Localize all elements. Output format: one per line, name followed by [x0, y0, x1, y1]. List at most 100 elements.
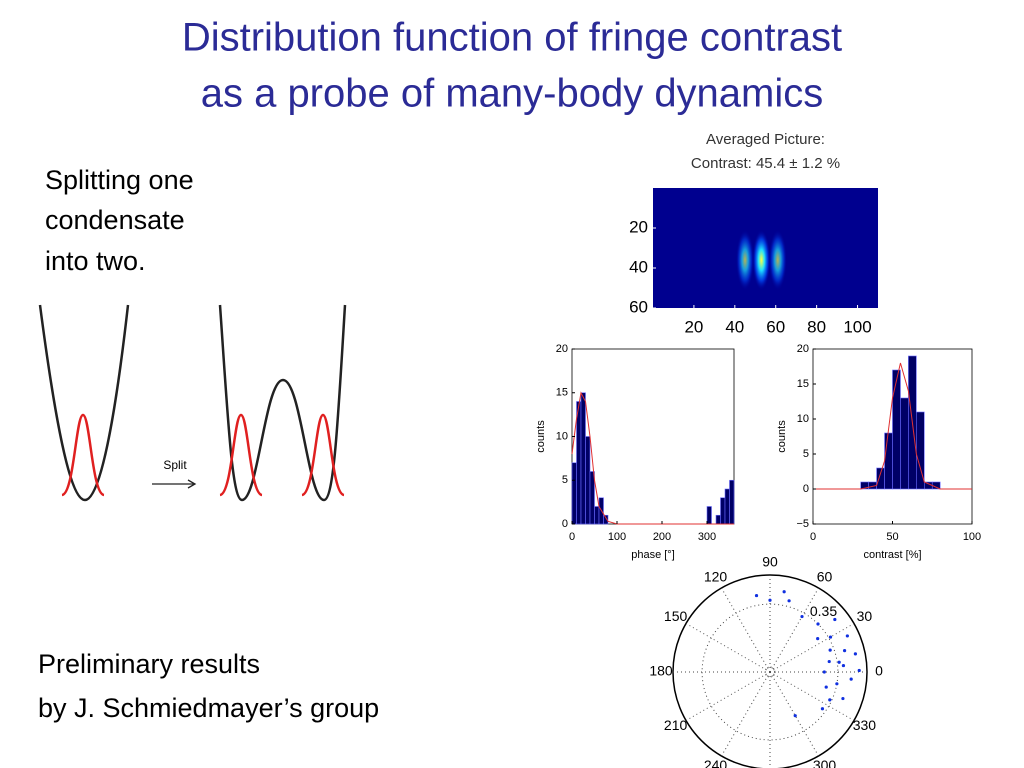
title-line: as a probe of many-body dynamics — [201, 72, 824, 116]
point — [787, 599, 791, 603]
left-wavepacket — [219, 413, 263, 497]
y-tick-label: 10 — [797, 413, 809, 425]
angle-label: 120 — [704, 568, 728, 584]
x-axis-label: phase [°] — [631, 549, 675, 561]
bar — [594, 506, 600, 525]
point — [841, 663, 846, 668]
angle-label: 180 — [649, 663, 673, 679]
bar — [729, 479, 735, 525]
y-tick-label: 0 — [803, 483, 809, 495]
spoke — [769, 623, 855, 673]
y-tick-label: 5 — [562, 474, 568, 486]
x-tick-label: 300 — [698, 531, 716, 543]
angle-label: 150 — [664, 608, 688, 624]
y-tick-label: 15 — [797, 378, 809, 390]
fit-curve — [571, 391, 734, 525]
bar — [571, 462, 577, 525]
point — [816, 637, 820, 641]
angle-label: 210 — [664, 717, 688, 733]
spoke — [685, 623, 771, 673]
angle-label: 60 — [817, 568, 833, 584]
y-tick-label: −5 — [796, 518, 809, 530]
angle-label: 90 — [762, 554, 778, 570]
bar — [706, 506, 712, 525]
splitting-diagram — [38, 304, 347, 502]
point — [857, 668, 861, 673]
intro-line: Splitting one — [45, 165, 194, 195]
spoke — [721, 671, 771, 757]
spoke — [685, 671, 771, 721]
x-tick-label: 100 — [843, 317, 871, 336]
y-tick-label: 15 — [556, 387, 568, 399]
x-tick-label: 20 — [684, 317, 703, 336]
x-axis-label: contrast [%] — [863, 549, 921, 561]
angle-label: 300 — [813, 757, 837, 768]
y-tick-label: 40 — [629, 257, 648, 276]
point — [828, 648, 832, 652]
angle-label: 330 — [853, 717, 877, 733]
angle-label: 240 — [704, 757, 728, 768]
bar — [589, 471, 595, 525]
credit-line: by J. Schmiedmayer’s group — [38, 693, 379, 723]
y-tick-label: 5 — [803, 448, 809, 460]
point — [828, 635, 833, 639]
fringe — [768, 230, 787, 290]
spoke — [769, 671, 819, 757]
y-tick-label: 10 — [556, 430, 568, 442]
point — [837, 660, 841, 664]
angle-label: 0 — [875, 663, 883, 679]
point — [793, 714, 797, 718]
arrow-head — [187, 479, 197, 489]
intro-line: into two. — [45, 246, 146, 276]
spoke — [769, 671, 855, 721]
x-tick-label: 60 — [766, 317, 785, 336]
intro-line: condensate — [45, 205, 185, 235]
y-tick-label: 0 — [562, 518, 568, 530]
point — [754, 593, 759, 598]
point — [782, 590, 786, 594]
radius-label: 0.35 — [810, 603, 837, 619]
bar — [715, 514, 721, 525]
x-tick-label: 100 — [608, 531, 626, 543]
y-tick-label: 20 — [556, 343, 568, 355]
fit-curve — [813, 362, 972, 490]
point — [841, 696, 845, 701]
chart-title: Contrast: 45.4 ± 1.2 % — [691, 155, 840, 172]
bar — [720, 497, 726, 525]
spoke — [769, 587, 819, 673]
y-tick-label: 60 — [629, 297, 648, 316]
spoke — [721, 587, 771, 673]
y-tick-label: 20 — [629, 217, 648, 236]
bar — [603, 514, 609, 525]
point — [849, 677, 853, 681]
point — [827, 659, 831, 664]
x-tick-label: 40 — [725, 317, 744, 336]
bar — [585, 436, 591, 525]
right-wavepacket — [301, 413, 345, 497]
angle-label: 30 — [857, 608, 873, 624]
point — [824, 685, 828, 689]
bar — [876, 467, 885, 490]
credit-line: Preliminary results — [38, 649, 260, 679]
x-tick-label: 0 — [569, 531, 575, 543]
x-tick-label: 100 — [963, 531, 981, 543]
point — [822, 670, 826, 674]
point — [768, 598, 772, 602]
title-line: Distribution function of fringe contrast — [182, 16, 842, 60]
bar — [580, 392, 586, 525]
double-well — [218, 304, 347, 502]
single-wavepacket — [61, 413, 105, 497]
bar — [900, 397, 909, 490]
point — [842, 649, 847, 653]
point — [845, 634, 849, 638]
bar — [884, 432, 893, 490]
y-axis-label: counts — [776, 420, 788, 453]
point — [853, 652, 857, 656]
bar — [576, 401, 582, 525]
radial-grid — [701, 603, 839, 741]
point — [816, 622, 820, 626]
point — [800, 614, 804, 619]
point — [833, 617, 837, 622]
plot-frame — [571, 348, 735, 525]
